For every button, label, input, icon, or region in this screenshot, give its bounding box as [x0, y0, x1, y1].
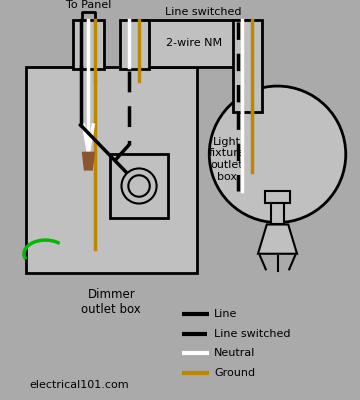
Bar [73, 20, 104, 68]
Text: electrical101.com: electrical101.com [29, 380, 129, 390]
Bar [110, 154, 168, 218]
Bar [233, 20, 262, 112]
Text: Line: Line [214, 309, 238, 319]
Polygon shape [258, 224, 297, 254]
Text: Line switched: Line switched [165, 7, 242, 17]
Text: Light
fixture
outlet
box: Light fixture outlet box [208, 137, 245, 182]
Text: Line switched: Line switched [214, 329, 291, 339]
Bar [120, 20, 149, 68]
Polygon shape [82, 152, 94, 170]
Text: 2-wire NM: 2-wire NM [166, 38, 222, 48]
Bar [271, 203, 284, 224]
Circle shape [209, 86, 346, 222]
Text: To Panel: To Panel [66, 0, 111, 10]
Bar [26, 66, 197, 273]
Text: Neutral: Neutral [214, 348, 256, 358]
Circle shape [122, 168, 157, 204]
Bar [135, 20, 252, 66]
Circle shape [128, 175, 150, 197]
Text: Dimmer
outlet box: Dimmer outlet box [81, 288, 141, 316]
Bar [265, 191, 290, 203]
Text: Ground: Ground [214, 368, 255, 378]
